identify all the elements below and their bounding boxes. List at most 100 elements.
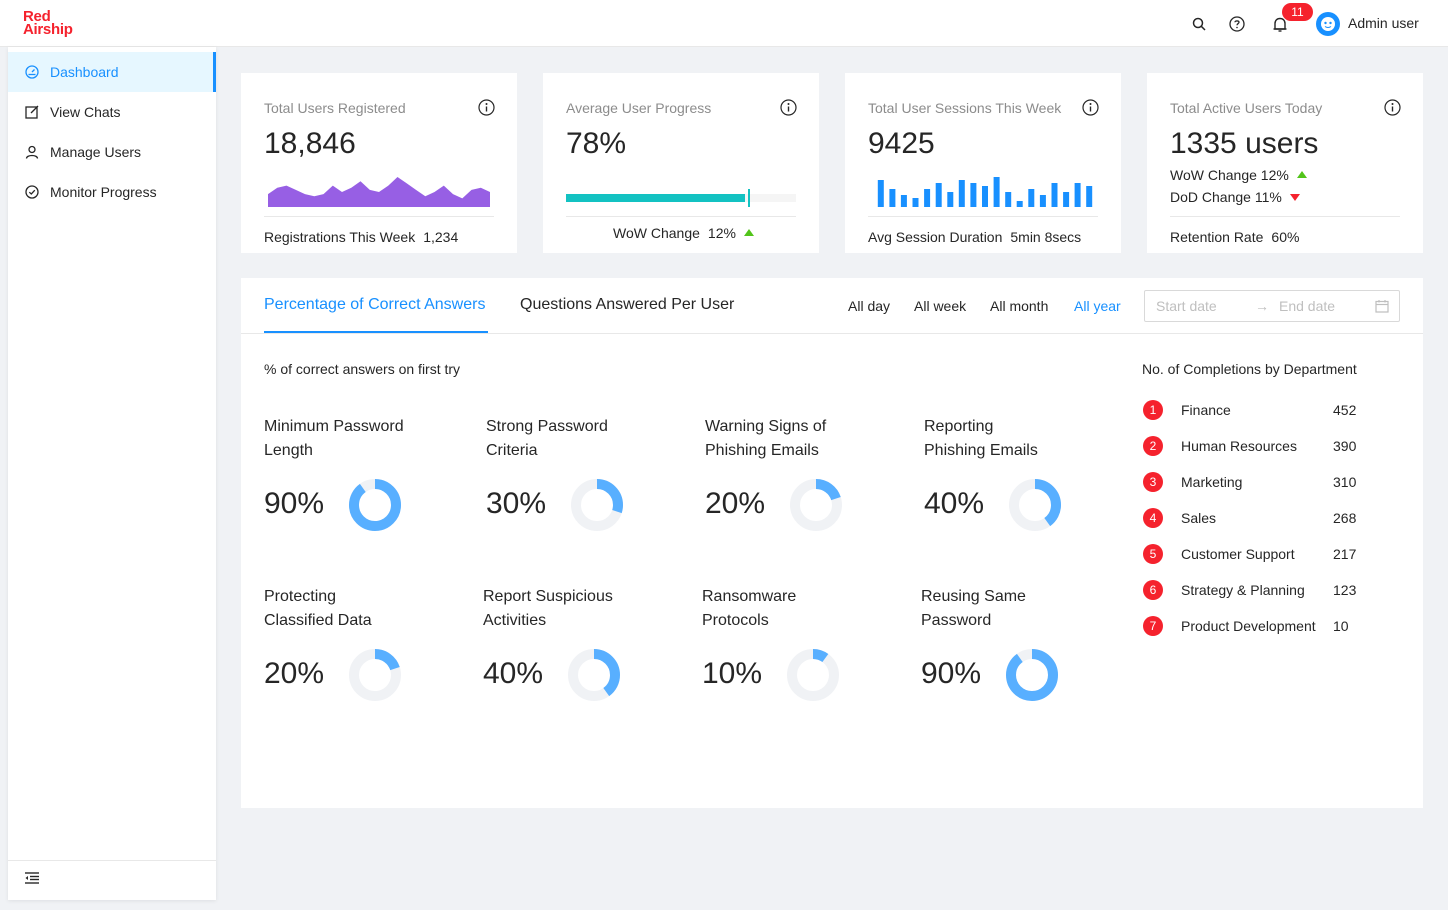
session-bar — [935, 183, 942, 207]
department-list-title: No. of Completions by Department — [1142, 361, 1357, 377]
department-name: Human Resources — [1181, 438, 1297, 454]
department-row: 1 Finance 452 — [1143, 400, 1373, 420]
registrations-area-chart — [268, 177, 490, 207]
donut-chart — [568, 649, 620, 701]
correct-answers-panel: Percentage of Correct Answers Questions … — [241, 278, 1423, 808]
search-icon[interactable] — [1189, 14, 1209, 34]
tab-correct-answers[interactable]: Percentage of Correct Answers — [264, 296, 486, 313]
session-bar — [982, 186, 988, 207]
range-all-month[interactable]: All month — [990, 298, 1049, 314]
topic-name-line-1: Minimum Password — [264, 418, 404, 435]
department-name: Marketing — [1181, 474, 1243, 490]
topic-percent: 40% — [483, 657, 544, 690]
brand-logo[interactable]: Red Airship — [23, 9, 73, 37]
donut-track — [787, 649, 839, 701]
trend-up-icon — [743, 229, 754, 236]
card-title: Total User Sessions This Week — [868, 100, 1062, 116]
topic-percent: 20% — [264, 657, 325, 690]
end-date-input[interactable]: End date — [1279, 298, 1336, 314]
section-title: % of correct answers on first try — [264, 361, 461, 377]
sidebar-item-dashboard[interactable]: Dashboard — [8, 52, 216, 92]
rank-badge: 2 — [1143, 436, 1163, 456]
range-all-year[interactable]: All year — [1074, 298, 1121, 314]
topic-card: Strong Password Criteria 30% — [486, 415, 686, 531]
card-sessions: Total User Sessions This Week 9425 Avg S… — [845, 73, 1121, 253]
topic-name-line-2: Phishing Emails — [924, 442, 1038, 459]
avatar[interactable] — [1316, 12, 1340, 36]
sidebar: Dashboard View Chats Manage Users Monito… — [8, 47, 216, 900]
topic-card: Reusing Same Password 90% — [921, 585, 1121, 701]
footer-value: 1,234 — [423, 229, 459, 245]
date-range-picker[interactable]: Start date → End date — [1144, 290, 1400, 322]
sessions-bar-chart — [877, 177, 1093, 207]
info-icon[interactable] — [780, 99, 797, 116]
tabs-bar: Percentage of Correct Answers Questions … — [241, 278, 1423, 334]
sidebar-item-view-chats[interactable]: View Chats — [8, 92, 216, 132]
card-value: 9425 — [868, 127, 935, 160]
topic-name: Report Suspicious Activities — [483, 585, 653, 633]
donut-value-arc — [790, 479, 842, 531]
info-icon[interactable] — [478, 99, 495, 116]
tab-questions-per-user[interactable]: Questions Answered Per User — [520, 296, 735, 313]
topic-card: Protecting Classified Data 20% — [264, 585, 464, 701]
card-footer: Registrations This Week 1,234 — [264, 229, 458, 245]
wow-change-label: WoW Change 12% — [1170, 167, 1289, 183]
topic-card: Reporting Phishing Emails 40% — [924, 415, 1124, 531]
donut-chart — [571, 479, 623, 531]
divider — [868, 216, 1098, 217]
topic-name: Strong Password Criteria — [486, 415, 656, 463]
session-bar — [900, 195, 907, 207]
card-footer: Avg Session Duration 5min 8secs — [868, 229, 1081, 245]
donut-value-arc — [787, 649, 839, 701]
topic-percent: 90% — [264, 487, 325, 520]
topic-name-line-1: Reusing Same — [921, 588, 1026, 605]
sidebar-item-manage-users[interactable]: Manage Users — [8, 132, 216, 172]
sidebar-collapse[interactable] — [8, 860, 216, 900]
card-value: 78% — [566, 127, 627, 160]
department-name: Finance — [1181, 402, 1231, 418]
department-row: 4 Sales 268 — [1143, 508, 1373, 528]
card-value: 1335 users — [1170, 127, 1319, 160]
card-title: Average User Progress — [566, 100, 712, 116]
topic-name-line-2: Length — [264, 442, 313, 459]
divider — [1170, 216, 1400, 217]
info-icon[interactable] — [1384, 99, 1401, 116]
topic-name-line-1: Reporting — [924, 418, 994, 435]
footer-label: Registrations This Week — [264, 229, 416, 245]
rank-badge: 3 — [1143, 472, 1163, 492]
info-icon[interactable] — [1082, 99, 1099, 116]
donut-value-arc — [1009, 479, 1061, 531]
range-all-week[interactable]: All week — [914, 298, 967, 314]
department-name: Strategy & Planning — [1181, 582, 1305, 598]
topic-percent: 40% — [924, 487, 985, 520]
department-name: Product Development — [1181, 618, 1316, 634]
session-bar — [1039, 195, 1046, 207]
notification-badge: 11 — [1282, 3, 1313, 21]
card-title: Total Users Registered — [264, 100, 406, 116]
donut-value-arc — [571, 479, 623, 531]
donut-value-arc — [349, 649, 401, 701]
dod-change: DoD Change 11% — [1170, 189, 1300, 205]
start-date-input[interactable]: Start date — [1156, 298, 1217, 314]
donut-chart — [1006, 649, 1058, 701]
top-header: Red Airship 11 Admin user — [0, 0, 1448, 47]
calendar-icon[interactable] — [1375, 299, 1389, 313]
topic-card: Warning Signs of Phishing Emails 20% — [705, 415, 905, 531]
topic-name: Reusing Same Password — [921, 585, 1091, 633]
menu-fold-icon[interactable] — [24, 871, 40, 890]
session-bar — [1028, 189, 1035, 207]
range-all-day[interactable]: All day — [848, 298, 891, 314]
card-active-users: Total Active Users Today 1335 users WoW … — [1147, 73, 1423, 253]
topic-percent: 20% — [705, 487, 766, 520]
sidebar-item-label: Manage Users — [50, 144, 142, 160]
arrow-right-icon: → — [1255, 298, 1269, 314]
sidebar-item-monitor-progress[interactable]: Monitor Progress — [8, 172, 216, 212]
help-icon[interactable] — [1227, 14, 1247, 34]
rank-badge: 4 — [1143, 508, 1163, 528]
username[interactable]: Admin user — [1348, 15, 1419, 31]
footer-label: Avg Session Duration — [868, 229, 1003, 245]
session-bar — [958, 180, 965, 207]
department-value: 217 — [1333, 546, 1357, 562]
card-footer: WoW Change 12% — [613, 225, 754, 241]
bell-icon[interactable] — [1270, 14, 1290, 34]
